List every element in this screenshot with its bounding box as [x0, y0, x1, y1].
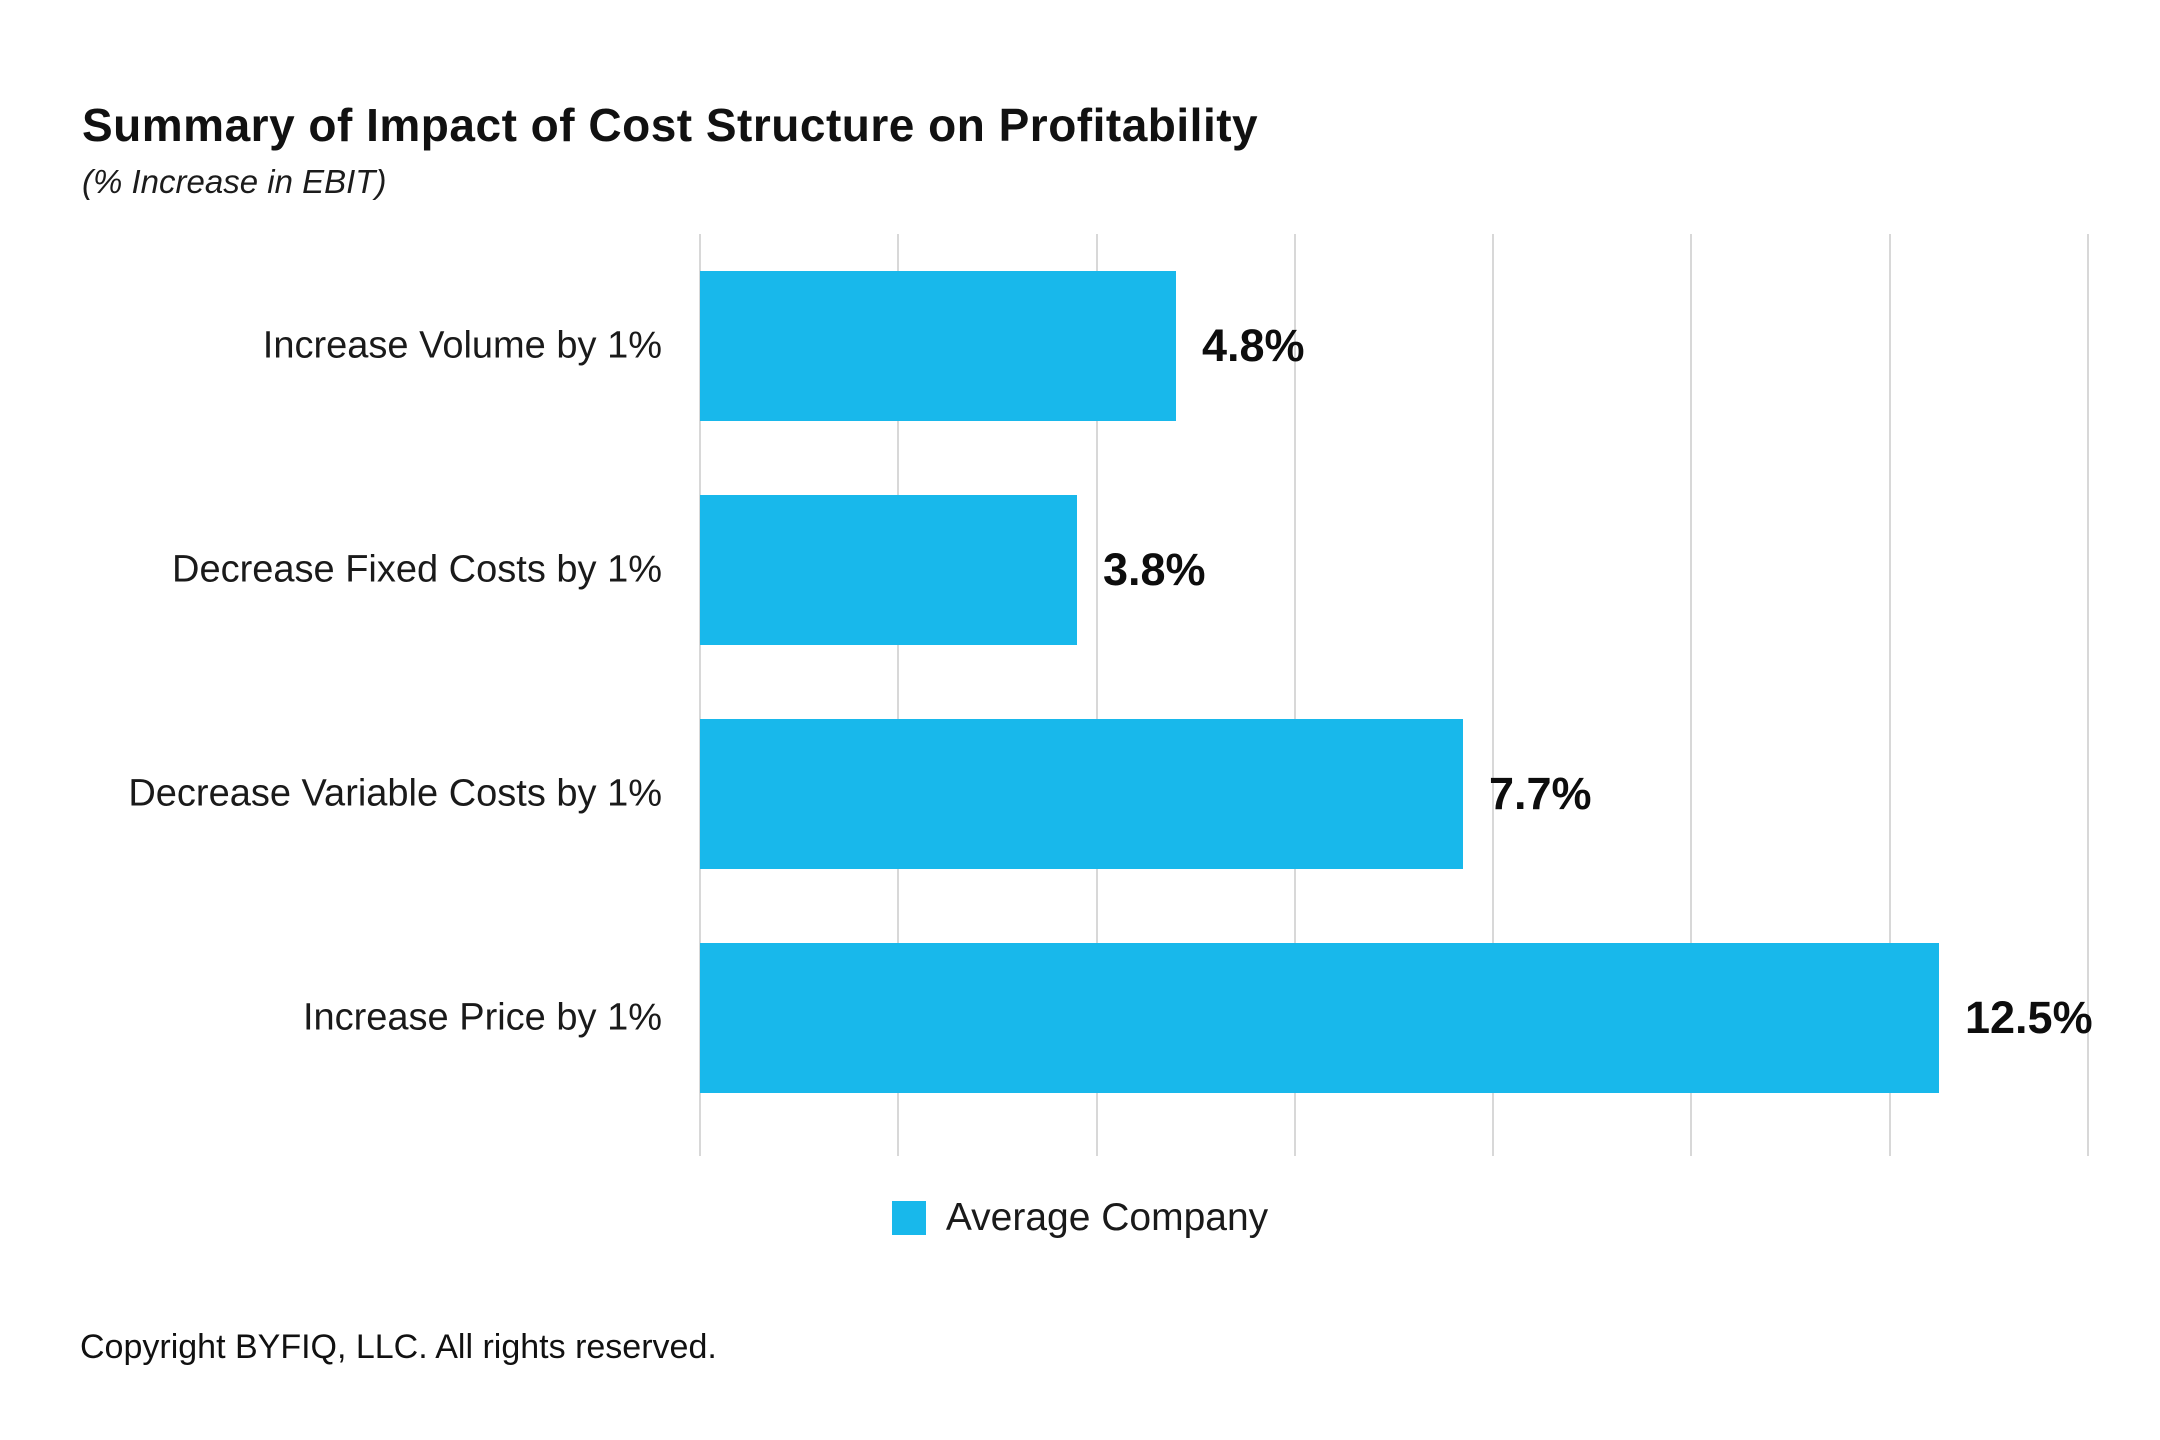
chart-row: Increase Price by 1% 12.5%: [303, 906, 2093, 1130]
gridline: [897, 234, 899, 1156]
gridline: [1096, 234, 1098, 1156]
category-label: Decrease Variable Costs by 1%: [128, 772, 662, 815]
bar-value-label: 12.5%: [1965, 992, 2093, 1043]
category-label: Decrease Fixed Costs by 1%: [172, 548, 662, 591]
bar: [700, 943, 1939, 1093]
bar: [700, 495, 1077, 645]
gridlines: [699, 234, 2089, 1156]
bar: [700, 271, 1176, 421]
chart-row: Decrease Variable Costs by 1% 7.7%: [128, 682, 2088, 906]
chart-row: Decrease Fixed Costs by 1% 3.8%: [172, 458, 2088, 682]
legend-swatch: [891, 1201, 926, 1235]
legend: Average Company: [0, 1196, 2160, 1240]
gridline: [699, 234, 701, 1156]
gridline: [1294, 234, 1296, 1156]
gridline: [2087, 234, 2089, 1156]
legend-label: Average Company: [945, 1196, 1269, 1239]
chart-title: Summary of Impact of Cost Structure on P…: [82, 99, 1259, 151]
bar-value-label: 3.8%: [1103, 544, 1206, 595]
category-label: Increase Price by 1%: [302, 996, 662, 1039]
copyright-text: Copyright BYFIQ, LLC. All rights reserve…: [80, 1328, 717, 1366]
chart-row: Increase Volume by 1% 4.8%: [263, 234, 2088, 458]
plot-area: Increase Volume by 1% 4.8% Decrease Fixed …: [128, 234, 2093, 1156]
bar-value-label: 7.7%: [1489, 768, 1592, 819]
bar: [700, 719, 1463, 869]
bar-value-label: 4.8%: [1202, 320, 1305, 371]
gridline: [1889, 234, 1891, 1156]
gridline: [1492, 234, 1494, 1156]
gridline: [1690, 234, 1692, 1156]
bar-rows: Increase Volume by 1% 4.8% Decrease Fixed …: [128, 234, 2093, 1130]
category-label: Increase Volume by 1%: [262, 324, 662, 367]
chart-subtitle: (% Increase in EBIT): [82, 163, 387, 200]
